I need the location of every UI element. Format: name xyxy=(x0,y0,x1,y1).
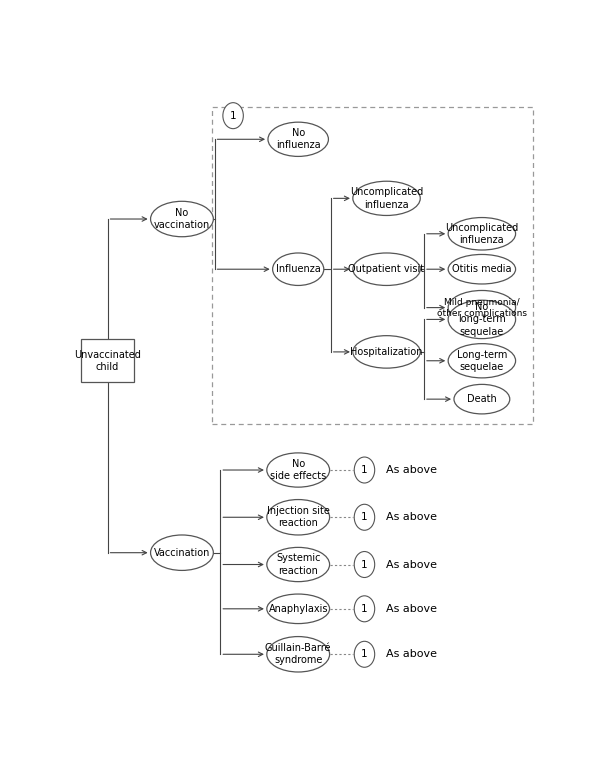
Ellipse shape xyxy=(454,384,510,414)
Ellipse shape xyxy=(353,253,420,285)
Text: No
side effects: No side effects xyxy=(270,459,326,481)
Text: No
long-term
sequelae: No long-term sequelae xyxy=(458,302,506,337)
Text: No
influenza: No influenza xyxy=(276,128,320,150)
Text: Mild pneumonia/
other complications: Mild pneumonia/ other complications xyxy=(437,298,527,318)
Text: Hospitalization: Hospitalization xyxy=(350,347,423,357)
Ellipse shape xyxy=(267,548,329,581)
Circle shape xyxy=(354,641,374,667)
Ellipse shape xyxy=(151,535,214,571)
Ellipse shape xyxy=(267,637,329,672)
Ellipse shape xyxy=(448,300,515,338)
Text: 1: 1 xyxy=(230,110,236,120)
Text: No
vaccination: No vaccination xyxy=(154,208,210,230)
Ellipse shape xyxy=(448,218,515,250)
Text: Vaccination: Vaccination xyxy=(154,548,210,558)
Text: As above: As above xyxy=(386,512,437,522)
Text: As above: As above xyxy=(386,465,437,475)
Text: Systemic
reaction: Systemic reaction xyxy=(276,553,320,576)
Circle shape xyxy=(354,504,374,530)
Ellipse shape xyxy=(267,594,329,624)
Text: As above: As above xyxy=(386,650,437,660)
Text: Outpatient visit: Outpatient visit xyxy=(349,264,425,275)
Ellipse shape xyxy=(448,344,515,378)
Circle shape xyxy=(354,457,374,483)
Circle shape xyxy=(354,596,374,622)
Text: 1: 1 xyxy=(361,559,368,570)
Ellipse shape xyxy=(268,122,328,156)
Text: As above: As above xyxy=(386,604,437,614)
Text: Unvaccinated
child: Unvaccinated child xyxy=(74,350,141,372)
FancyBboxPatch shape xyxy=(81,340,134,382)
Text: Guillain-Barré
syndrome: Guillain-Barré syndrome xyxy=(265,643,331,666)
Text: As above: As above xyxy=(386,559,437,570)
Text: Anaphylaxis: Anaphylaxis xyxy=(268,604,328,614)
Text: Long-term
sequelae: Long-term sequelae xyxy=(457,350,507,372)
Text: 1: 1 xyxy=(361,650,368,660)
Ellipse shape xyxy=(448,255,515,284)
Text: 1: 1 xyxy=(361,465,368,475)
Text: 1: 1 xyxy=(361,512,368,522)
Text: Uncomplicated
influenza: Uncomplicated influenza xyxy=(350,187,423,209)
Ellipse shape xyxy=(151,201,214,237)
Ellipse shape xyxy=(448,291,515,324)
Text: Uncomplicated
influenza: Uncomplicated influenza xyxy=(445,222,518,245)
Text: Injection site
reaction: Injection site reaction xyxy=(267,506,329,528)
Circle shape xyxy=(354,551,374,578)
Text: Otitis media: Otitis media xyxy=(452,264,512,275)
Ellipse shape xyxy=(272,253,324,285)
Text: Influenza: Influenza xyxy=(276,264,320,275)
Text: Death: Death xyxy=(467,394,497,404)
Ellipse shape xyxy=(353,181,420,216)
Ellipse shape xyxy=(267,499,329,535)
Ellipse shape xyxy=(267,453,329,487)
Ellipse shape xyxy=(353,336,420,368)
Text: 1: 1 xyxy=(361,604,368,614)
Circle shape xyxy=(223,103,244,129)
